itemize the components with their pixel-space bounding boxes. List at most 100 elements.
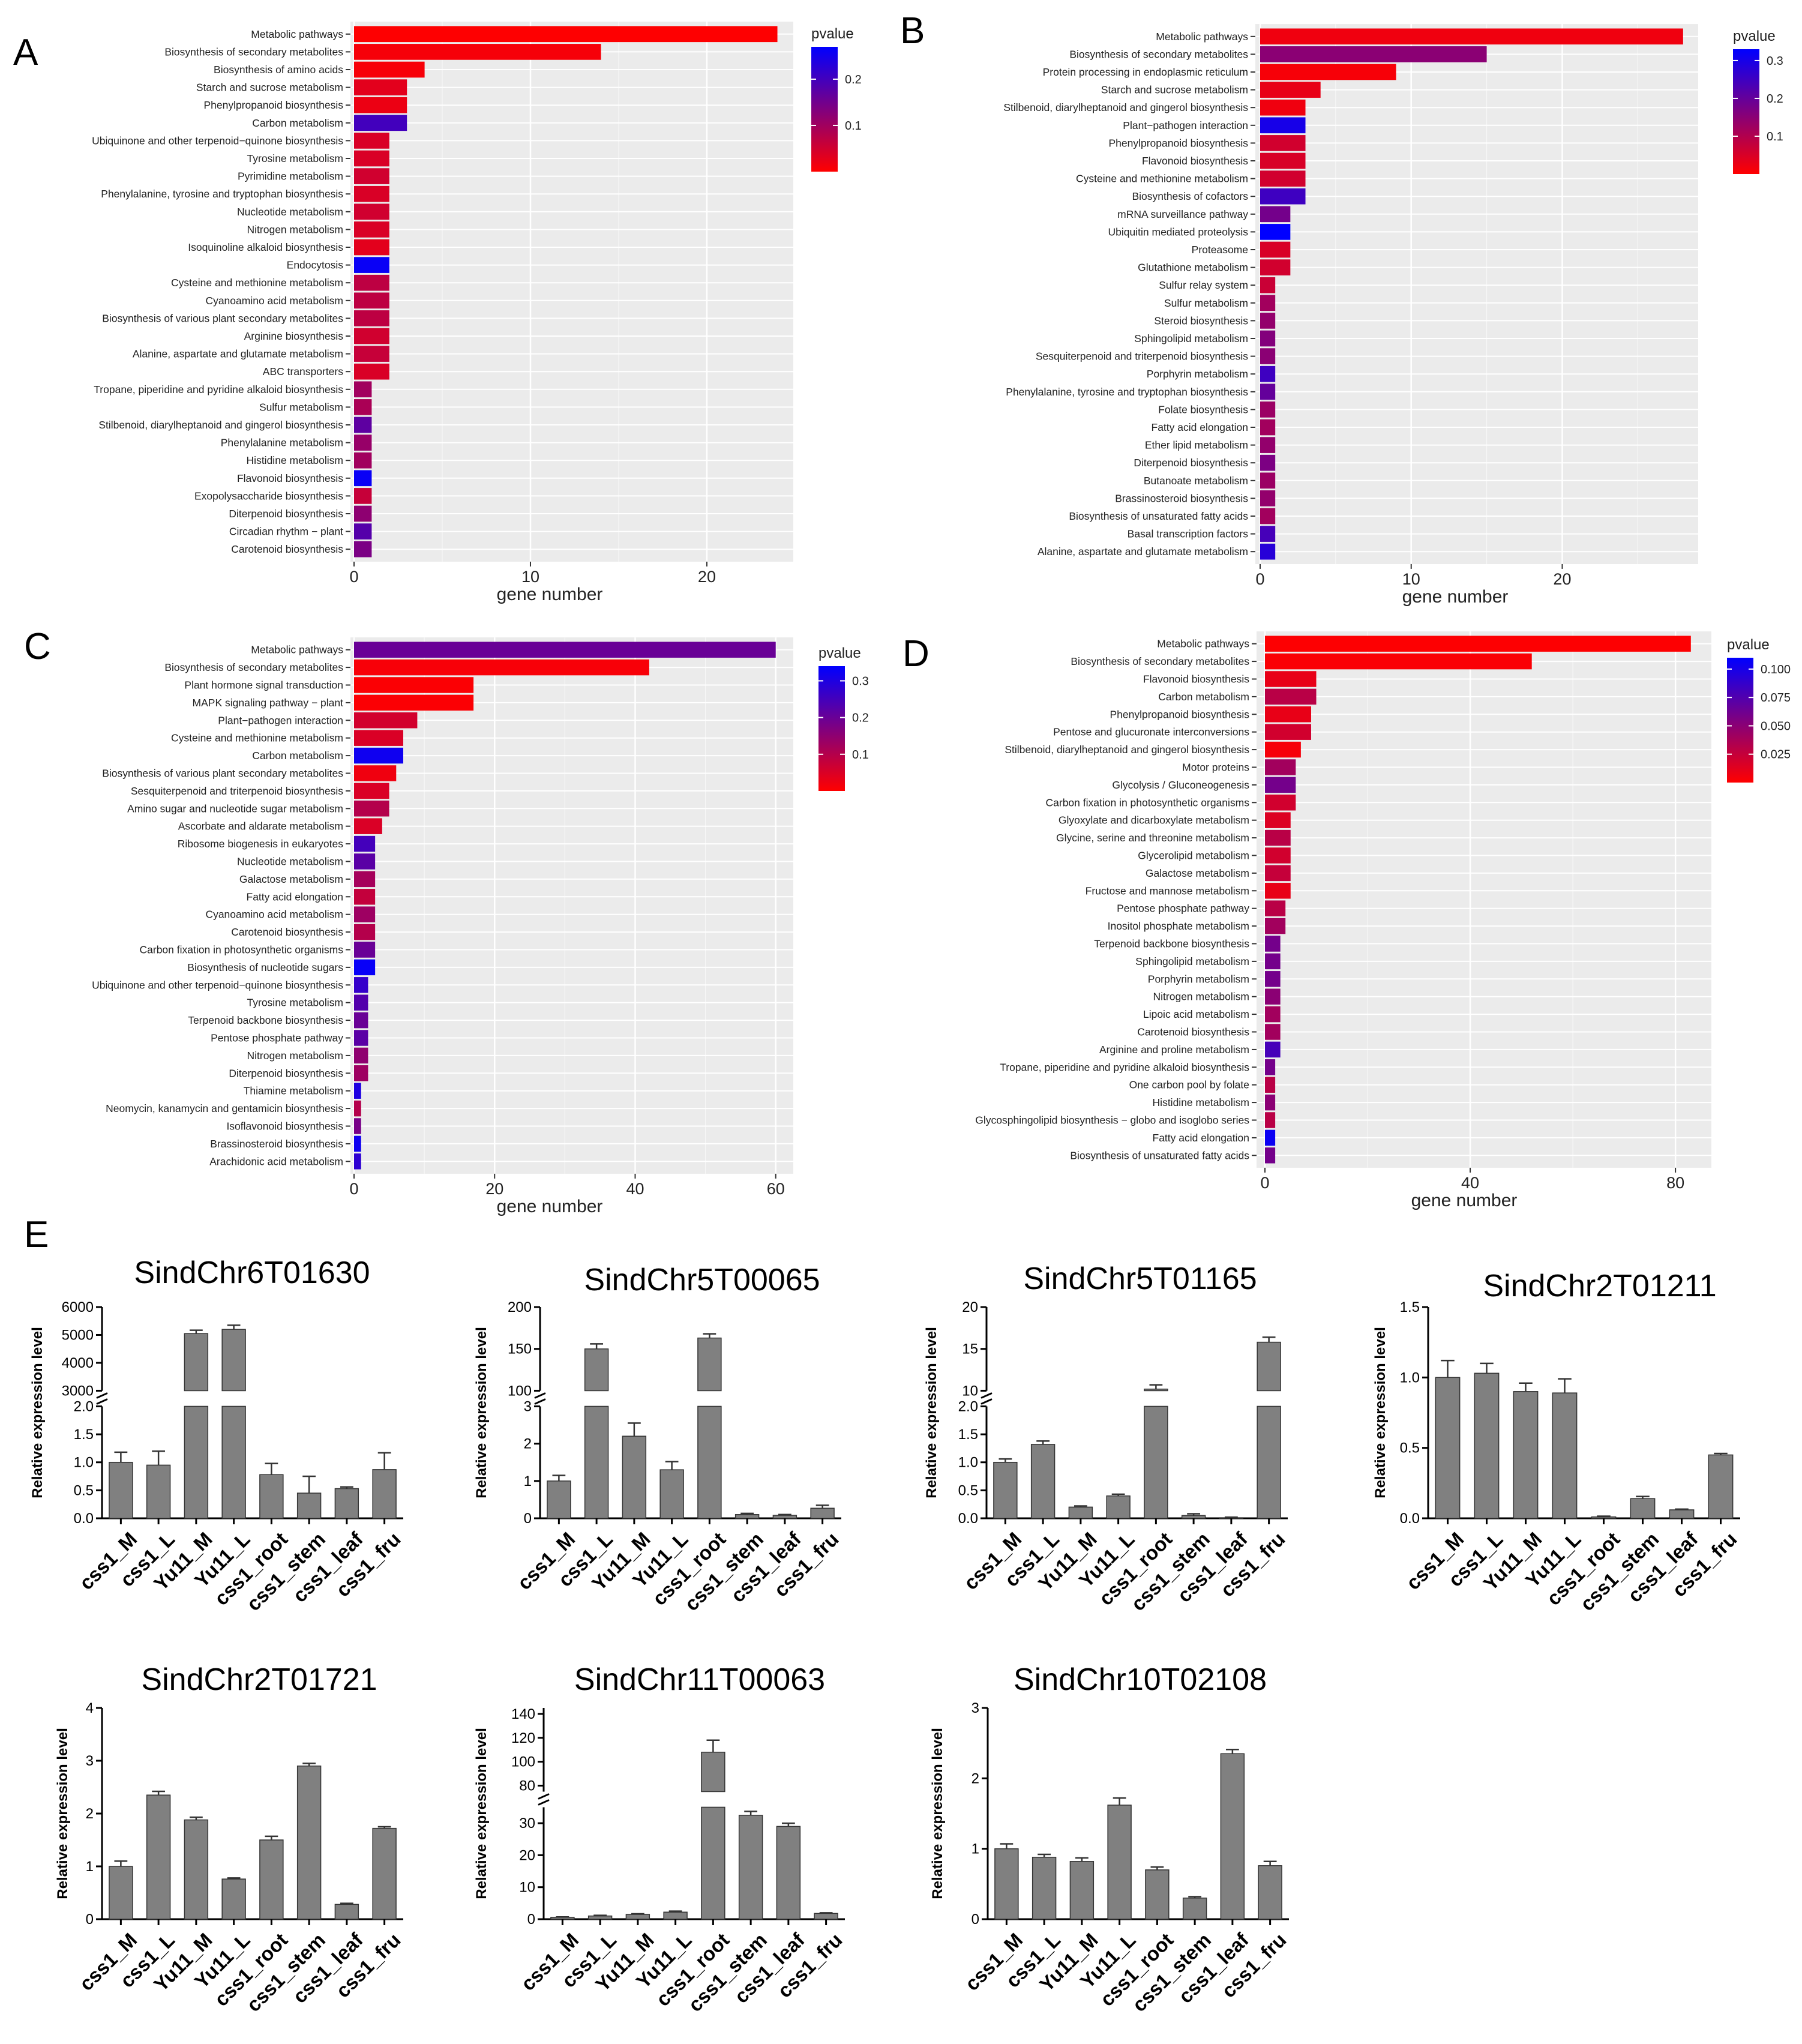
category-label: Ether lipid metabolism [1145, 439, 1248, 451]
y-tick-label: 120 [511, 1730, 535, 1746]
bar [1265, 988, 1281, 1005]
bar [1260, 152, 1306, 169]
bar [354, 694, 474, 711]
y-tick-label: 150 [508, 1341, 532, 1357]
x-tick-label: 0 [1255, 570, 1264, 588]
x-tick-label: 20 [1553, 570, 1571, 588]
bar-group [1068, 1505, 1093, 1519]
legend-tick-label: 0.050 [1761, 720, 1791, 733]
axis-break-mark [96, 1392, 108, 1399]
bar [354, 1118, 361, 1134]
bar [354, 115, 407, 131]
bar [354, 994, 368, 1011]
category-label: Biosynthesis of secondary metabolites [164, 661, 343, 673]
category-label: Tyrosine metabolism [247, 152, 343, 164]
axis-break-mark [96, 1398, 108, 1405]
bar-group [772, 1513, 797, 1519]
bar [354, 470, 372, 487]
bar [109, 1866, 133, 1920]
category-label: Flavonoid biosynthesis [237, 472, 343, 484]
bar-group [584, 1343, 609, 1519]
bar [354, 1047, 368, 1064]
bar [1260, 383, 1276, 400]
category-label: Exopolysaccharide biosynthesis [194, 490, 343, 502]
kegg-chart-c: Metabolic pathways Biosynthesis of second… [92, 637, 869, 1216]
category-label: Inositol phosphate metabolism [1108, 920, 1249, 932]
bar [993, 1461, 1018, 1519]
bar [1260, 206, 1291, 223]
bar [1265, 847, 1291, 864]
qpcr-chart-e2: SindChr5T00065 Relative expression level 0… [473, 1263, 843, 1615]
category-label: Thiamine metabolism [244, 1085, 343, 1097]
category-label: Carbon metabolism [252, 750, 343, 762]
bar [1260, 508, 1276, 525]
bar [1474, 1372, 1500, 1519]
y-tick-label: 2 [86, 1806, 94, 1822]
bar [354, 346, 389, 362]
x-tick-label: 10 [521, 568, 539, 586]
bar [354, 434, 372, 451]
bar [1265, 741, 1301, 758]
category-label: Fatty acid elongation [247, 891, 344, 903]
category-label: Tropane, piperidine and pyridine alkaloi… [94, 383, 343, 395]
bar [1265, 1059, 1276, 1075]
category-label: Alanine, aspartate and glutamate metabol… [1038, 546, 1248, 558]
category-label: Tropane, piperidine and pyridine alkaloi… [1000, 1061, 1249, 1073]
category-label: Glycosphingolipid biosynthesis − globo a… [975, 1114, 1249, 1126]
bar [1260, 170, 1306, 187]
bar-group [994, 1843, 1019, 1920]
bar [184, 1405, 209, 1519]
y-tick-label: 3 [972, 1700, 979, 1716]
legend-tick-label: 0.025 [1761, 748, 1791, 762]
bar [354, 818, 382, 834]
chart-title: SindChr11T00063 [574, 1662, 825, 1697]
chart-title: SindChr6T01630 [134, 1255, 370, 1290]
bar [1260, 526, 1276, 542]
legend-tick-label: 0.075 [1761, 691, 1791, 705]
legend-title: pvalue [811, 26, 854, 42]
bar [354, 747, 403, 764]
category-label: Flavonoid biosynthesis [1143, 673, 1249, 685]
bar-group [993, 1458, 1018, 1519]
y-tick-label: 140 [511, 1706, 535, 1722]
y-tick-label: 4 [86, 1700, 94, 1716]
category-label: Butanoate metabolism [1144, 475, 1248, 487]
y-tick-label: 1.5 [1400, 1299, 1420, 1315]
x-tick-label: 20 [485, 1180, 503, 1198]
bar [1265, 953, 1281, 970]
bar [354, 185, 389, 202]
category-label: Starch and sucrose metabolism [1101, 84, 1248, 96]
bar [810, 1507, 835, 1519]
y-axis-title: Relative expression level [473, 1728, 490, 1899]
bar-group [109, 1451, 133, 1519]
bar [1257, 1405, 1281, 1519]
y-tick-label: 1 [86, 1859, 94, 1875]
bar [354, 505, 372, 522]
bar [1265, 706, 1311, 723]
category-label: Proteasome [1192, 244, 1248, 256]
bar-group [372, 1826, 397, 1920]
bar [587, 1915, 613, 1920]
axis-break-mark [981, 1392, 993, 1399]
category-label: Nucleotide metabolism [237, 206, 343, 218]
bar [1069, 1861, 1095, 1920]
y-axis-title: Relative expression level [55, 1728, 71, 1899]
plot-background [350, 22, 793, 562]
bar [1260, 490, 1276, 506]
bar [354, 541, 372, 558]
bar-group [1258, 1860, 1282, 1920]
bar-group [738, 1811, 763, 1920]
bar [1265, 1147, 1276, 1164]
bar [354, 239, 389, 256]
bar [1260, 454, 1276, 471]
legend-tick-label: 0.1 [845, 119, 862, 133]
x-tick-label: 40 [1461, 1174, 1479, 1192]
bar-group [625, 1913, 650, 1920]
y-tick-label: 1 [524, 1473, 532, 1489]
y-tick-label: 5000 [62, 1327, 94, 1343]
y-tick-label: 2.0 [74, 1398, 94, 1414]
bar [1513, 1391, 1539, 1519]
category-label: Flavonoid biosynthesis [1142, 155, 1248, 167]
bar-group [1106, 1493, 1131, 1519]
bar [1265, 936, 1281, 952]
